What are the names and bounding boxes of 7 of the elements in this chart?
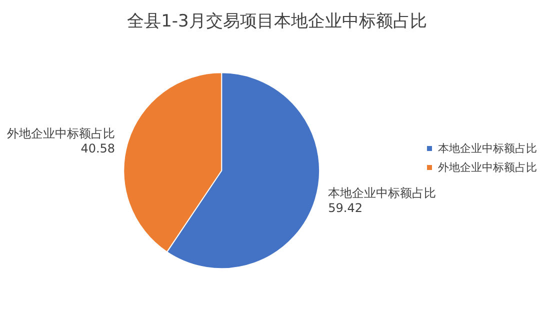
data-label: 59.42 (328, 200, 362, 215)
slice-label: 外地企业中标额占比 (7, 126, 116, 140)
chart-title: 全县1-3月交易项目本地企业中标额占比 (127, 12, 427, 32)
legend-label: 本地企业中标额占比 (438, 142, 537, 155)
slice-label: 本地企业中标额占比 (328, 186, 436, 200)
legend-label: 外地企业中标额占比 (438, 161, 537, 174)
data-label: 40.58 (80, 141, 116, 156)
